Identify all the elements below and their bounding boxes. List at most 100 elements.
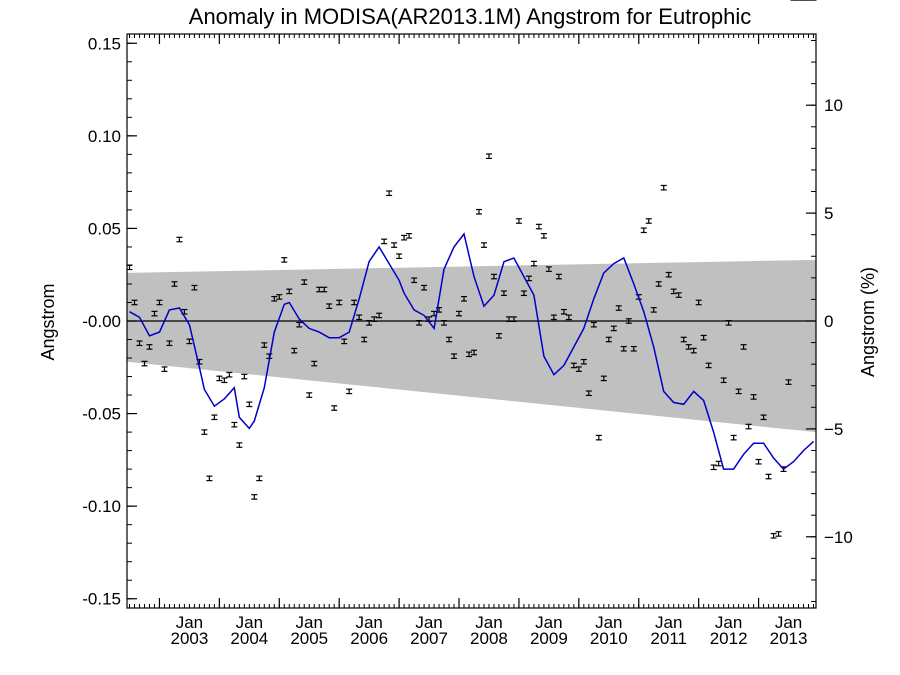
x-tick-label-month: Jan xyxy=(655,613,682,632)
data-point xyxy=(490,273,497,280)
data-point xyxy=(500,290,507,297)
data-point xyxy=(715,460,722,467)
data-point xyxy=(700,334,707,341)
data-point xyxy=(336,299,343,306)
data-point xyxy=(251,494,258,500)
x-tick-label-year: 2005 xyxy=(290,629,328,648)
data-point xyxy=(595,434,602,441)
data-point xyxy=(615,305,622,311)
data-point xyxy=(535,223,542,230)
smoothed-series xyxy=(129,232,815,471)
data-point xyxy=(765,473,772,480)
data-point xyxy=(361,336,368,343)
data-point xyxy=(326,303,333,310)
y-axis-label-right: Angstrom (%) xyxy=(858,267,878,377)
x-tick-label-year: 2004 xyxy=(230,629,268,648)
data-point xyxy=(301,279,308,285)
data-point xyxy=(221,377,228,384)
data-point xyxy=(710,464,717,471)
data-point xyxy=(570,362,577,369)
x-tick-label-month: Jan xyxy=(355,613,382,632)
data-point xyxy=(391,242,398,248)
data-point xyxy=(216,375,223,382)
data-point xyxy=(670,288,677,295)
data-point xyxy=(655,281,662,287)
data-point xyxy=(510,316,517,322)
data-point xyxy=(605,336,612,343)
data-point xyxy=(136,340,143,347)
data-point xyxy=(555,273,562,280)
y-tick-label-right: 0 xyxy=(824,312,833,331)
data-point xyxy=(620,345,627,352)
data-point xyxy=(585,390,592,397)
data-point xyxy=(725,320,732,326)
y-tick-label-right: 10 xyxy=(824,96,843,115)
data-point xyxy=(695,299,702,306)
data-point xyxy=(401,234,408,241)
data-point xyxy=(451,353,458,360)
data-point xyxy=(560,308,567,315)
data-point xyxy=(356,314,363,321)
data-point xyxy=(386,190,393,197)
data-point xyxy=(675,292,682,298)
chart-title: Anomaly in MODISA(AR2013.1M) Angstrom fo… xyxy=(189,4,751,29)
x-tick-label-month: Jan xyxy=(595,613,622,632)
data-point xyxy=(186,338,193,345)
band-area xyxy=(126,259,816,433)
x-tick-label-year: 2010 xyxy=(590,629,628,648)
data-point xyxy=(690,347,697,354)
data-point xyxy=(540,233,547,239)
data-point xyxy=(730,434,737,441)
data-point xyxy=(176,236,183,243)
data-point xyxy=(530,260,537,267)
data-point xyxy=(376,312,383,319)
y-tick-label-left: 0.05 xyxy=(88,219,121,238)
x-tick-label-month: Jan xyxy=(775,613,802,632)
y-tick-label-right: 5 xyxy=(824,204,833,223)
data-point xyxy=(580,358,587,365)
x-tick-label-year: 2003 xyxy=(170,629,208,648)
data-point xyxy=(206,475,213,482)
uncertainty-band xyxy=(126,259,816,433)
data-point xyxy=(346,388,353,395)
y-tick-label-left: 0.10 xyxy=(88,127,121,146)
data-point xyxy=(151,310,158,317)
data-point xyxy=(411,277,418,284)
data-point xyxy=(351,299,358,306)
y-tick-label-right: −5 xyxy=(824,420,843,439)
data-point xyxy=(261,342,268,348)
data-point xyxy=(166,340,173,347)
x-tick-label-month: Jan xyxy=(535,613,562,632)
x-tick-label-month: Jan xyxy=(296,613,323,632)
data-point xyxy=(191,284,198,291)
data-point xyxy=(406,233,413,239)
data-point xyxy=(640,227,647,234)
data-point xyxy=(720,377,727,384)
data-point xyxy=(161,366,168,372)
data-point xyxy=(740,344,747,350)
data-point xyxy=(131,299,138,306)
x-tick-label-year: 2012 xyxy=(710,629,748,648)
smoothed-line xyxy=(129,232,815,471)
data-point xyxy=(141,360,148,367)
data-point xyxy=(306,392,313,398)
x-tick-label-month: Jan xyxy=(715,613,742,632)
y-tick-label-left: -0.00 xyxy=(82,312,121,331)
data-point xyxy=(256,475,263,482)
data-point xyxy=(755,458,762,465)
data-point xyxy=(286,288,293,295)
data-point xyxy=(775,531,782,537)
data-point xyxy=(680,336,687,343)
data-point xyxy=(371,316,378,322)
data-point xyxy=(480,242,487,248)
data-point xyxy=(625,318,632,324)
data-point xyxy=(381,238,388,245)
data-point xyxy=(470,349,477,356)
data-point xyxy=(485,153,492,160)
data-point xyxy=(475,208,482,215)
data-point xyxy=(341,338,348,345)
y-axis-left: 0.15 0.10 0.05 -0.00 -0.05 -0.10 -0.15 xyxy=(82,34,137,609)
x-tick-label-year: 2013 xyxy=(770,629,808,648)
data-point xyxy=(211,414,218,421)
